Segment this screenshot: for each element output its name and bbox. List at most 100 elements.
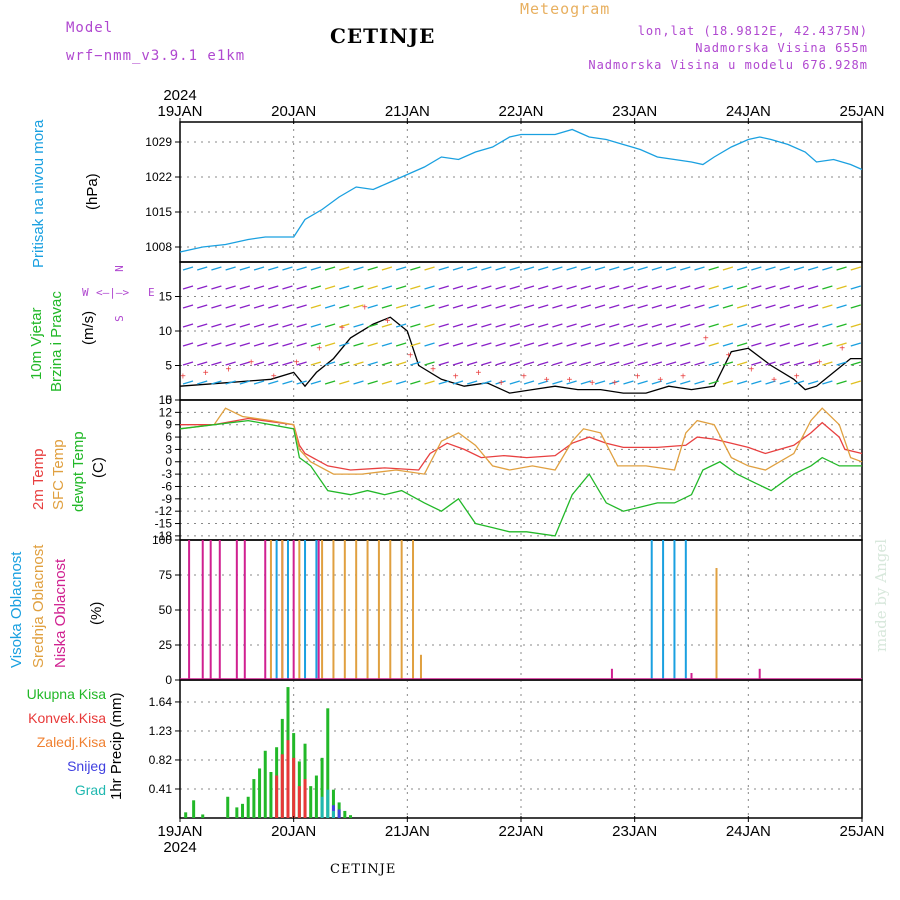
temp-ytick-label: 15 (159, 393, 173, 407)
wind-barb (424, 361, 435, 366)
wind-barb (850, 361, 861, 366)
precip-bar (337, 809, 341, 818)
wind-barb (452, 266, 464, 271)
wind-barb (296, 285, 307, 290)
wind-barb (566, 323, 577, 328)
wind-barb (765, 380, 776, 385)
compass-arrows-icon: <–|–> (96, 286, 130, 299)
wind-barb (552, 285, 563, 290)
wind-barb (324, 323, 336, 328)
pressure-ytick-label: 1015 (145, 205, 172, 219)
wind-barb (282, 323, 293, 328)
wind-barb (694, 285, 705, 290)
precip-bar (252, 779, 256, 818)
wind-barb (381, 323, 393, 328)
wind-barb (822, 285, 833, 290)
wind-barb (765, 342, 776, 347)
wind-barb (580, 285, 592, 290)
cloud-bar (188, 540, 191, 680)
compass-icon: W E <–|–> N S (82, 262, 158, 324)
cloud-bar (610, 668, 613, 680)
wind-barb (807, 361, 819, 366)
wind-barb (410, 361, 421, 366)
wind-barb (793, 361, 805, 366)
wind-barb (751, 266, 762, 271)
precip-bar (303, 779, 307, 818)
wind-barb (353, 380, 364, 385)
wind-barb (836, 361, 847, 366)
temp-ytick-label: 6 (165, 430, 172, 444)
wind-barb (609, 323, 620, 328)
wind-barb (765, 323, 776, 328)
wind-barb (623, 304, 634, 309)
precip-ytick-label: 0.82 (149, 753, 173, 767)
precip-bar (192, 800, 196, 818)
top-date-label: 20JAN (271, 103, 316, 120)
wind-barb (509, 285, 520, 290)
cloud-ytick-label: 75 (159, 568, 173, 582)
cloud-bar (715, 568, 718, 680)
pressure-series-line (179, 128, 863, 253)
wind-barb (651, 342, 663, 347)
wind-barb (836, 380, 847, 385)
top-date-label: 23JAN (612, 103, 657, 120)
wind-barb (637, 304, 648, 309)
wind-barb (424, 266, 435, 271)
wind-barb (807, 266, 819, 271)
wind-barb (438, 380, 449, 385)
wind-ytick-label: 0 (165, 393, 172, 407)
wind-barb (239, 304, 251, 309)
cloud-ytick-label: 25 (159, 638, 173, 652)
wind-barb (552, 323, 563, 328)
wind-barb (410, 323, 421, 328)
model-label: Model (66, 20, 114, 36)
wind-barb (850, 342, 861, 347)
cloud-bar (684, 540, 687, 680)
cloud-bar (281, 540, 284, 680)
wind-barb (807, 323, 819, 328)
wind-barb (253, 323, 265, 328)
model-altitude-label: Nadmorska Visina u modelu 676.928m (588, 58, 868, 72)
precip-bar (241, 803, 245, 818)
wind-barb (353, 361, 364, 366)
wind-barb (395, 342, 407, 347)
wind-barb (296, 361, 307, 366)
wind-barb (424, 323, 435, 328)
wind-barb (665, 380, 677, 385)
wind-barb (367, 342, 378, 347)
bottom-date-label: 19JAN (157, 823, 202, 840)
wind-barb (651, 266, 663, 271)
wind-gust-marker: + (771, 375, 777, 386)
wind-barb (680, 266, 691, 271)
wind-gust-marker: + (407, 351, 413, 362)
wind-barb (481, 342, 492, 347)
wind-gust-marker: + (339, 323, 345, 334)
wind-barb (523, 380, 535, 385)
wind-barb (580, 304, 592, 309)
wind-barb (410, 304, 421, 309)
lonlat-label: lon,lat (18.9812E, 42.4375N) (637, 24, 868, 38)
wind-barb (694, 304, 705, 309)
wind-barb (580, 266, 592, 271)
wind-barb (495, 266, 506, 271)
wind-barb (381, 304, 393, 309)
cloud-ytick-label: 50 (159, 603, 173, 617)
wind-barb (637, 323, 648, 328)
wind-barb (665, 266, 677, 271)
wind-gust-marker: + (748, 364, 754, 375)
wind-barb (410, 342, 421, 347)
wind-barb (424, 380, 435, 385)
wind-barb (822, 342, 833, 347)
wind-barb (850, 304, 861, 309)
compass-west: W (82, 286, 89, 299)
wind-ytick-label: 5 (165, 359, 172, 373)
wind-barb (424, 285, 435, 290)
wind-barb (708, 361, 719, 366)
wind-gust-marker: + (225, 364, 231, 375)
wind-barb (466, 323, 478, 328)
wind-barb (481, 323, 492, 328)
precip-bar (326, 708, 330, 818)
wind-barb (594, 342, 606, 347)
wind-barb (225, 266, 236, 271)
wind-barb (253, 342, 265, 347)
